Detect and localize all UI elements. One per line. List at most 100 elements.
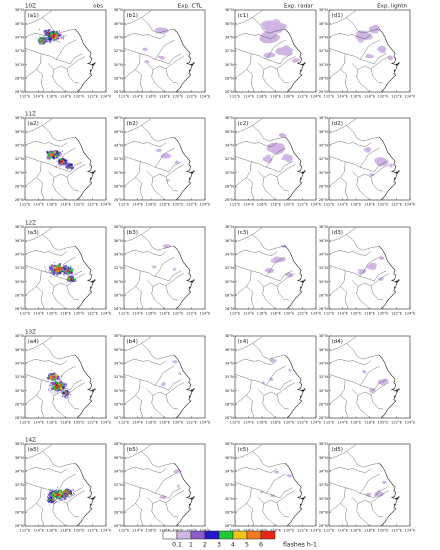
lon-tick-label: 116°E — [47, 421, 59, 425]
obs-flash-cell — [67, 394, 68, 396]
obs-flash-cell — [48, 375, 50, 378]
lat-tick-label: 28°N — [225, 511, 234, 515]
obs-flash-cell — [67, 167, 69, 169]
coastline — [74, 245, 94, 309]
panel-background — [25, 444, 106, 526]
obs-flash-cell — [54, 378, 57, 381]
obs-flash-cell — [72, 278, 76, 281]
obs-flash-cell — [60, 387, 63, 390]
lon-tick-label: 112°E — [20, 95, 32, 99]
panel-label: (a3) — [28, 230, 39, 236]
obs-flash-cell — [50, 500, 51, 502]
province-border — [25, 48, 71, 65]
province-border — [141, 451, 175, 468]
lat-tick-label: 34°N — [114, 253, 123, 257]
obs-flash-cell — [66, 391, 68, 393]
obs-flash-cell — [56, 389, 58, 391]
province-border — [165, 68, 179, 84]
obs-flash-cell — [62, 150, 63, 152]
obs-flash-cell — [59, 502, 61, 503]
obs-flash-cell — [58, 490, 59, 492]
province-border — [346, 125, 380, 142]
province-border — [25, 10, 53, 26]
island — [193, 496, 195, 499]
obs-flash-cell — [48, 269, 51, 272]
province-border — [25, 141, 68, 147]
obs-flash-cell — [72, 163, 73, 165]
lon-tick-label: 116°E — [257, 312, 269, 316]
obs-flash-cell — [66, 267, 69, 270]
lat-tick-label: 26°N — [15, 198, 24, 202]
province-border — [265, 256, 286, 277]
province-border — [329, 10, 357, 26]
obs-flash-cell — [52, 37, 55, 40]
obs-flash-cell — [51, 31, 54, 34]
obs-flash-cell — [61, 268, 63, 269]
coastline — [284, 28, 304, 92]
obs-flash-cell — [39, 43, 40, 44]
province-border — [169, 53, 182, 65]
lon-tick-label: 124°E — [311, 203, 323, 207]
obs-flash-cell — [75, 280, 77, 282]
province-border — [374, 487, 387, 499]
panel-label: (a4) — [28, 339, 39, 345]
obs-flash-cell — [53, 150, 55, 152]
obs-flash-cell — [56, 500, 57, 502]
lon-tick-label: 124°E — [405, 95, 417, 99]
obs-flash-cell — [61, 495, 63, 497]
obs-flash-cell — [65, 271, 68, 273]
obs-flash-cell — [65, 267, 66, 269]
lon-tick-label: 118°E — [159, 203, 171, 207]
obs-flash-cell — [59, 494, 61, 496]
forecast-flash-area — [380, 46, 387, 52]
lon-tick-label: 116°E — [146, 203, 158, 207]
obs-flash-cell — [63, 497, 67, 500]
obs-flash-cell — [49, 385, 51, 387]
province-border — [42, 234, 76, 251]
lon-tick-label: 112°E — [20, 529, 32, 533]
lat-tick-label: 38°N — [319, 8, 328, 12]
coastline — [378, 354, 398, 418]
obs-flash-cell — [66, 160, 68, 161]
obs-flash-cell — [66, 492, 68, 494]
obs-flash-cell — [67, 275, 71, 278]
province-border — [356, 503, 370, 526]
forecast-flash-area — [289, 369, 292, 371]
lat-tick-label: 36°N — [319, 239, 328, 243]
lat-tick-label: 36°N — [114, 456, 123, 460]
lat-tick-label: 28°N — [319, 77, 328, 81]
obs-flash-cell — [69, 280, 71, 283]
panel-background — [235, 444, 316, 526]
obs-flash-cell — [55, 383, 56, 384]
province-border — [141, 343, 175, 360]
obs-flash-cell — [50, 32, 51, 34]
province-border — [235, 379, 252, 405]
obs-flash-cell — [50, 36, 52, 38]
lon-tick-label: 122°E — [87, 95, 99, 99]
obs-flash-cell — [61, 163, 63, 165]
obs-flash-cell — [68, 164, 70, 166]
province-border — [169, 270, 182, 282]
obs-flash-cell — [45, 31, 47, 32]
obs-flash-cell — [47, 493, 50, 496]
province-border — [265, 365, 286, 386]
obs-flash-cell — [54, 265, 57, 268]
obs-flash-cell — [54, 152, 56, 154]
obs-flash-cell — [61, 381, 63, 383]
obs-flash-cell — [68, 267, 71, 270]
lat-tick-label: 32°N — [114, 483, 123, 487]
obs-flash-cell — [54, 374, 57, 377]
obs-flash-cell — [55, 499, 57, 500]
lon-tick-label: 114°E — [243, 421, 255, 425]
obs-flash-cell — [68, 491, 70, 493]
obs-flash-cell — [72, 489, 74, 490]
obs-flash-cell — [55, 496, 57, 497]
province-border — [329, 467, 372, 473]
forecast-flash-area — [159, 56, 163, 59]
obs-flash-cell — [71, 491, 73, 492]
province-border — [25, 444, 53, 460]
obs-flash-cell — [58, 34, 59, 36]
